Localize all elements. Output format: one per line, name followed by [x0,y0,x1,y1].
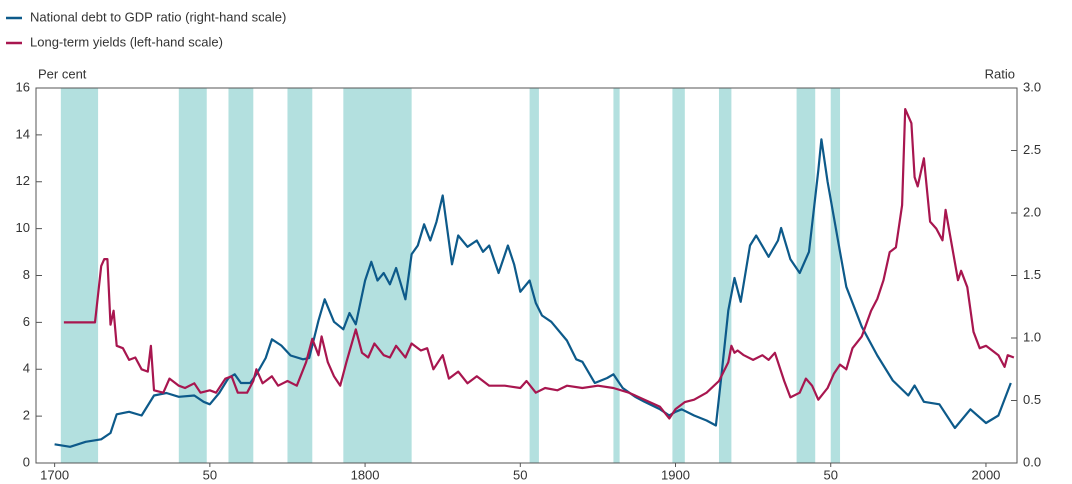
shaded-period [830,88,841,463]
shaded-period [529,88,539,463]
series-line [54,138,1012,448]
shaded-period [796,88,816,463]
left-axis-label: Per cent [38,66,87,81]
x-tick-label: 1800 [351,467,380,482]
y2-tick-label: 0.5 [1023,392,1041,407]
y2-tick-label: 0.0 [1023,454,1041,469]
x-tick-label: 1700 [40,467,69,482]
x-tick-label: 50 [513,467,527,482]
legend-label: Long-term yields (left-hand scale) [30,34,223,49]
x-tick-label: 1900 [661,467,690,482]
y-tick-label: 16 [16,79,30,94]
y-tick-label: 0 [23,454,30,469]
shaded-period [178,88,207,463]
y-tick-label: 8 [23,267,30,282]
plot-frame [35,87,1018,464]
right-axis-label: Ratio [985,66,1015,81]
series-line [63,108,1015,420]
y-tick-label: 2 [23,408,30,423]
x-tick-label: 50 [823,467,837,482]
y2-tick-label: 2.0 [1023,204,1041,219]
shaded-period [613,88,620,463]
y-tick-label: 6 [23,314,30,329]
x-tick-label: 50 [203,467,217,482]
x-tick-label: 2000 [971,467,1000,482]
y-tick-label: 12 [16,173,30,188]
y-tick-label: 10 [16,220,30,235]
y-tick-label: 14 [16,126,30,141]
shaded-period [672,88,685,463]
y2-tick-label: 2.5 [1023,142,1041,157]
y-tick-label: 4 [23,361,30,376]
shaded-period [60,88,99,463]
y2-tick-label: 3.0 [1023,79,1041,94]
shaded-period [228,88,254,463]
shaded-period [718,88,732,463]
y2-tick-label: 1.0 [1023,329,1041,344]
y2-tick-label: 1.5 [1023,267,1041,282]
shaded-period [287,88,313,463]
shaded-period [343,88,412,463]
legend-label: National debt to GDP ratio (right-hand s… [30,9,286,24]
